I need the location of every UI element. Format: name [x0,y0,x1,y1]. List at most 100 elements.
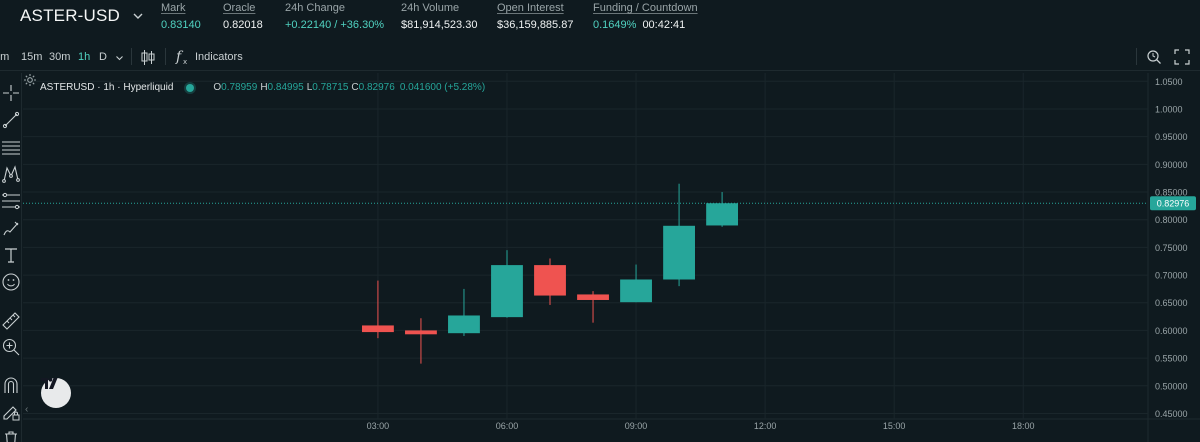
function-icon[interactable]: f x [175,48,190,66]
stat-open-interest: Open Interest $36,159,885.87 [497,2,573,32]
price-tick-label: 0.85000 [1155,188,1188,198]
stat-value: +0.22140 / +36.30% [285,19,385,31]
time-tick-label: 18:00 [1012,421,1035,431]
interval-5m[interactable]: 5m [0,51,10,63]
candle-up [620,279,652,303]
candle-down [577,294,609,300]
stat-label: 24h Change [285,2,345,14]
price-tick-label: 0.50000 [1155,381,1188,391]
time-tick-label: 12:00 [754,421,777,431]
market-status-dot [186,83,195,92]
stat-value: $81,914,523.30 [401,19,478,31]
interval-1h[interactable]: 1h [78,51,91,63]
candlestick-type-icon[interactable] [140,49,156,66]
stat-label[interactable]: Open Interest [497,2,564,14]
toolbar-divider [131,48,132,65]
legend-low-label: L [306,82,313,93]
crosshair-icon[interactable] [1,83,21,103]
stat-value: 0.1649% 00:42:41 [593,18,698,32]
stat-value: 0.83140 [161,19,201,31]
candle-up [706,203,739,226]
lock-draw-icon[interactable] [1,402,21,422]
price-tick-label: 0.65000 [1155,298,1188,308]
trend-line-icon[interactable] [1,110,21,130]
gear-icon[interactable] [23,73,37,87]
price-tick-label: 0.75000 [1155,243,1188,253]
pair-name: ASTER-USD [20,6,121,25]
screenshot-search-icon[interactable] [1146,48,1162,65]
chevron-down-icon [133,13,143,19]
legend-close-label: C [351,82,359,93]
legend-open-label: O [213,82,222,93]
price-tick-label: 0.60000 [1155,326,1188,336]
candle-up [491,265,523,318]
chart-toolbar: 5m 15m 30m 1h D f x Indicators [0,45,1200,71]
price-tick-label: 0.45000 [1155,409,1188,419]
market-header: ASTER-USD Mark 0.83140 Oracle 0.82018 24… [0,0,1200,34]
svg-text:f: f [175,49,184,65]
candle-down [362,325,394,333]
stat-24h-change: 24h Change +0.22140 / +36.30% [285,2,384,32]
pair-selector[interactable]: ASTER-USD [20,5,144,27]
legend-low: 0.78715 [312,82,349,93]
candle-up [448,315,480,334]
candle-up [663,225,695,280]
time-tick-label: 06:00 [496,421,519,431]
chart-canvas[interactable]: 0.45000 0.50000 0.55000 0.60000 0.65000 0.700… [23,73,1200,442]
price-chart[interactable]: 0.45000 0.50000 0.55000 0.60000 0.65000 0.700… [23,73,1200,442]
chevron-down-icon[interactable] [115,54,124,62]
text-icon[interactable] [1,245,21,265]
time-tick-label: 09:00 [625,421,648,431]
trash-icon[interactable] [1,428,21,442]
funding-rate: 0.1649% [593,19,637,31]
price-tick-label: 0.70000 [1155,271,1188,281]
drawing-toolbar [0,73,22,442]
stat-label[interactable]: Oracle [223,2,256,14]
horizontal-lines-icon[interactable] [1,137,21,157]
interval-15m[interactable]: 15m [21,51,43,63]
stat-label[interactable]: Mark [161,2,186,14]
indicators-button[interactable]: Indicators [195,51,243,63]
last-price-tag [1150,196,1196,211]
svg-text:x: x [183,58,187,66]
magnet-icon[interactable] [1,375,21,395]
price-tick-label: 1.0000 [1155,104,1183,114]
time-tick-label: 15:00 [883,421,906,431]
ruler-icon[interactable] [1,311,21,331]
price-tick-label: 0.90000 [1155,160,1188,170]
tradingview-logo[interactable] [41,378,71,408]
legend-high: 0.84995 [267,82,304,93]
tradingview-logo-icon [41,378,58,389]
legend-high-label: H [260,82,268,93]
interval-d[interactable]: D [99,51,107,63]
legend-close: 0.82976 [358,82,395,93]
chart-legend: ASTERUSD · 1h · Hyperliquid O 0.78959 H 0.… [40,82,485,93]
stat-24h-volume: 24h Volume $81,914,523.30 [401,2,477,32]
zoom-in-icon[interactable] [1,337,21,357]
stat-value: $36,159,885.87 [497,19,574,31]
emoji-icon[interactable] [1,272,21,292]
toolbar-divider [1136,48,1137,65]
legend-change: 0.041600 (+5.28%) [399,82,486,93]
stat-mark: Mark 0.83140 [161,2,201,32]
interval-30m[interactable]: 30m [49,51,71,63]
collapse-toolbar-icon[interactable]: ‹ [25,404,29,415]
fib-icon[interactable] [1,191,21,211]
candle-down [534,265,566,296]
funding-countdown: 00:42:41 [642,19,686,31]
legend-open: 0.78959 [221,82,258,93]
price-tick-label: 0.95000 [1155,132,1188,142]
pattern-icon[interactable] [1,164,21,184]
legend-title[interactable]: ASTERUSD · 1h · Hyperliquid [40,82,174,93]
brush-icon[interactable] [1,218,21,238]
price-tick-label: 1.0500 [1155,77,1183,87]
stat-oracle: Oracle 0.82018 [223,2,263,32]
stat-label: 24h Volume [401,2,460,14]
stat-funding: Funding / Countdown 0.1649% 00:42:41 [593,2,698,32]
stat-label[interactable]: Funding / Countdown [593,2,698,14]
fullscreen-icon[interactable] [1174,49,1190,65]
candle-down [405,330,437,335]
price-tick-label: 0.55000 [1155,354,1188,364]
price-tick-label: 0.80000 [1155,215,1188,225]
last-price-label: 0.82976 [1157,199,1190,209]
